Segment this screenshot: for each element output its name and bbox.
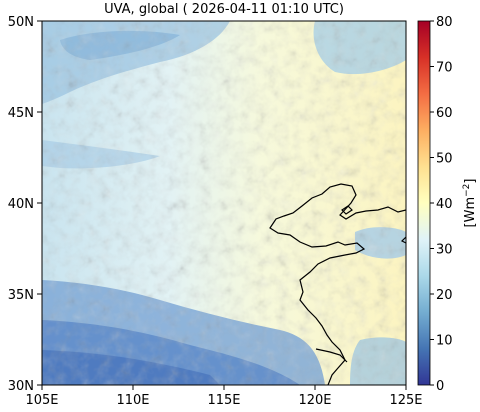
- x-tick-label: 120E: [298, 393, 331, 408]
- x-tick-label: 110E: [116, 393, 149, 408]
- colorbar-tick-label: 70: [436, 61, 453, 76]
- y-tick-label: 50N: [8, 15, 34, 30]
- colorbar-tick-label: 30: [436, 243, 453, 258]
- axis-ticks: [37, 20, 407, 390]
- colorbar-tick-label: 40: [436, 197, 453, 212]
- y-tick-label: 30N: [8, 379, 34, 394]
- y-tick-label: 35N: [8, 288, 34, 303]
- x-tick-label: 125E: [389, 393, 422, 408]
- x-tick-label: 115E: [207, 393, 240, 408]
- x-tick-label: 105E: [25, 393, 58, 408]
- colorbar-gradient: [417, 20, 431, 386]
- coastline: [269, 183, 406, 385]
- latitude-labels: 30N 35N 40N 45N 50N: [8, 15, 34, 394]
- colorbar-tick-label: 10: [436, 334, 453, 349]
- colorbar-unit-label: [Wm−2]: [462, 179, 478, 228]
- colorbar-tick-label: 20: [436, 288, 453, 303]
- colorbar-tick-label: 80: [436, 15, 453, 30]
- colorbar-tick-label: 50: [436, 152, 453, 167]
- colorbar-tick-label: 0: [436, 379, 444, 394]
- colorbar: 0 10 20 30 40 50 60 70 80 [Wm−2]: [417, 15, 478, 394]
- y-tick-label: 40N: [8, 197, 34, 212]
- y-tick-label: 45N: [8, 106, 34, 121]
- map-title: UVA, global ( 2026-04-11 01:10 UTC): [104, 2, 344, 17]
- cloud-texture: [42, 21, 406, 385]
- longitude-labels: 105E 110E 115E 120E 125E: [25, 393, 422, 408]
- map-plot-area: [42, 21, 406, 385]
- colorbar-tick-label: 60: [436, 106, 453, 121]
